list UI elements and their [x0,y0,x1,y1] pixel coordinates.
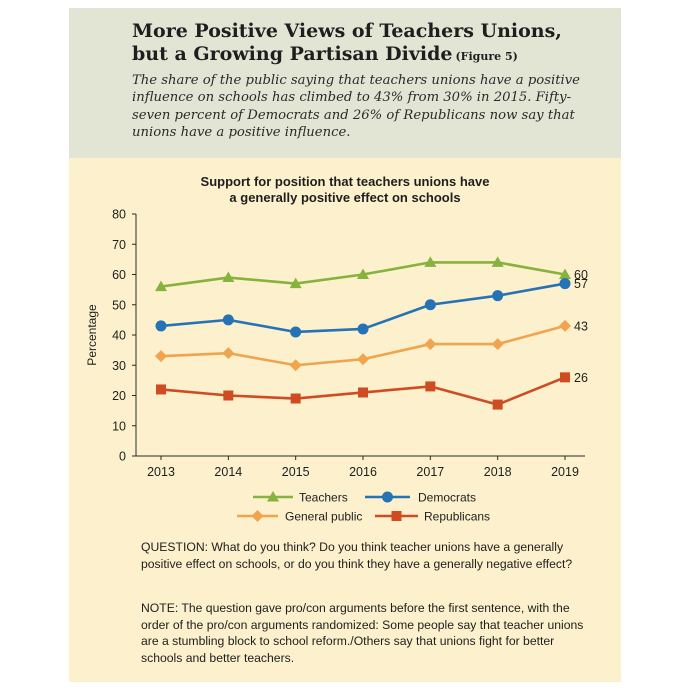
data-point-democrats [357,323,369,335]
legend-label-democrats: Democrats [418,491,476,505]
x-tick-label: 2016 [349,465,377,479]
legend-marker-democrats [382,491,393,503]
data-point-republicans [560,372,570,383]
y-axis-label: Percentage [85,304,99,366]
data-point-general-public [424,338,437,351]
title-line-2-text: but a Growing Partisan Divide [132,43,453,65]
data-point-general-public [155,350,167,363]
survey-question: QUESTION: What do you think? Do you thin… [141,540,573,571]
data-point-general-public [289,359,302,372]
x-tick-label: 2019 [551,465,579,479]
survey-note: NOTE: The question gave pro/con argument… [141,601,584,665]
legend-marker-teachers [267,491,279,502]
end-label-general-public: 43 [574,319,588,333]
data-point-republicans [290,393,301,404]
figure-card: More Positive Views of Teachers Unions, … [69,8,621,682]
data-point-teachers [222,271,235,283]
data-point-democrats [492,290,504,302]
data-point-republicans [425,381,436,392]
title-line-1: More Positive Views of Teachers Unions, [132,20,562,42]
data-point-republicans [358,387,368,398]
legend-marker-republicans [391,511,402,521]
data-point-general-public [559,319,571,332]
end-label-republicans: 26 [574,371,588,385]
data-point-teachers [559,268,571,279]
x-tick-label: 2014 [214,465,242,479]
y-tick-label: 80 [112,208,126,222]
data-point-general-public [491,338,504,351]
y-tick-label: 20 [112,389,126,403]
end-label-democrats: 57 [574,277,588,291]
data-point-democrats [155,320,167,332]
chart-title-line-1: Support for position that teachers union… [201,174,490,189]
end-label-teachers: 60 [574,268,588,282]
data-point-teachers [357,268,369,279]
legend-label-general-public: General public [285,510,362,524]
data-point-democrats [290,326,302,338]
x-tick-label: 2015 [282,465,310,479]
figure-title: More Positive Views of Teachers Unions, … [132,20,602,68]
data-point-democrats [424,299,436,311]
x-tick-label: 2018 [484,465,512,479]
data-point-general-public [357,353,369,366]
figure-header: More Positive Views of Teachers Unions, … [69,8,621,158]
y-tick-label: 60 [112,268,126,282]
data-point-general-public [222,347,235,360]
chart-title-line-2: a generally positive effect on schools [229,190,460,205]
data-point-democrats [559,278,571,290]
y-tick-label: 70 [112,238,126,252]
legend-marker-general-public [251,510,264,522]
y-tick-label: 0 [119,450,126,464]
data-point-teachers [424,256,437,267]
x-tick-label: 2017 [416,465,444,479]
data-point-republicans [223,390,234,401]
y-tick-label: 10 [112,419,126,433]
x-tick-label: 2013 [147,465,175,479]
data-point-teachers [155,280,167,292]
legend-label-teachers: Teachers [299,491,348,505]
data-point-republicans [492,399,503,410]
figure-reference: (Figure 5) [455,50,518,63]
y-tick-label: 40 [112,329,126,343]
legend-label-republicans: Republicans [424,510,490,524]
data-point-democrats [222,314,234,326]
data-point-teachers [491,256,504,267]
title-line-2: but a Growing Partisan Divide (Figure 5) [132,43,602,68]
data-point-teachers [289,277,302,289]
data-point-republicans [156,384,166,395]
figure-subtitle: The share of the public saying that teac… [132,73,580,141]
y-tick-label: 50 [112,298,126,312]
y-tick-label: 30 [112,359,126,373]
